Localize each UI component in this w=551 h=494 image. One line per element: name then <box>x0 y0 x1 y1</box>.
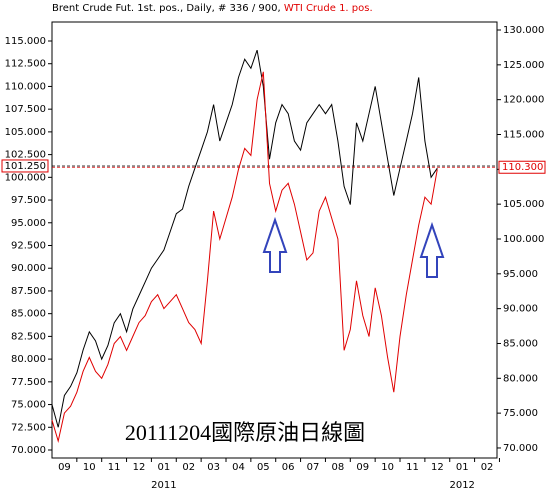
last-value-label: 110.300 <box>502 162 543 173</box>
last-value-box <box>1 159 49 173</box>
y-tick-label: 77.500 <box>11 377 46 388</box>
year-label: 2012 <box>449 480 474 491</box>
series-name: WTI Crude 1. pos. <box>284 3 373 14</box>
y-tick-label: 80.000 <box>11 354 46 365</box>
x-tick-label: 11 <box>406 462 419 473</box>
y2-tick-label: 75.000 <box>503 408 538 419</box>
y-tick-label: 75.000 <box>11 400 46 411</box>
x-tick-label: 01 <box>158 462 171 473</box>
x-tick-label: 06 <box>282 462 295 473</box>
x-tick-label: 07 <box>307 462 320 473</box>
last-value-box <box>498 160 546 174</box>
y-tick-label: 87.500 <box>11 286 46 297</box>
x-tick-label: 05 <box>257 462 270 473</box>
y-tick-label: 107.500 <box>5 104 46 115</box>
arrow <box>419 221 445 278</box>
x-tick-label: 09 <box>356 462 369 473</box>
year-label: 2011 <box>151 480 176 491</box>
y-tick-label: 85.000 <box>11 309 46 320</box>
y-tick-label: 90.000 <box>11 263 46 274</box>
y-tick-label: 70.000 <box>11 445 46 456</box>
y-tick-label: 95.000 <box>11 218 46 229</box>
y2-tick-label: 70.000 <box>503 443 538 454</box>
y2-tick-label: 120.000 <box>503 95 544 106</box>
chart-header: Brent Crude Fut. 1st. pos., Daily, # 336… <box>52 3 373 14</box>
y2-tick-label: 90.000 <box>503 304 538 315</box>
x-tick-label: 11 <box>108 462 121 473</box>
x-tick-label: 09 <box>58 462 71 473</box>
plot-frame <box>51 21 498 459</box>
y2-tick-label: 125.000 <box>503 60 544 71</box>
subtitle: , Daily, # 336 / 900, <box>180 3 284 14</box>
x-tick-label: 08 <box>332 462 345 473</box>
x-tick-label: 03 <box>207 462 220 473</box>
y-tick-label: 100.000 <box>5 172 46 183</box>
x-tick-label: 10 <box>381 462 394 473</box>
y2-tick-label: 115.000 <box>503 130 544 141</box>
x-tick-label: 02 <box>481 462 494 473</box>
y-tick-label: 105.000 <box>5 127 46 138</box>
y-tick-label: 112.500 <box>5 59 46 70</box>
series-name: Brent Crude Fut. 1st. pos. <box>52 3 180 14</box>
y2-tick-label: 105.000 <box>503 199 544 210</box>
x-tick-label: 02 <box>182 462 195 473</box>
x-tick-label: 12 <box>431 462 444 473</box>
y-tick-label: 110.000 <box>5 81 46 92</box>
x-tick-label: 10 <box>83 462 96 473</box>
x-tick-label: 04 <box>232 462 245 473</box>
series-line <box>51 71 438 443</box>
y-tick-label: 102.500 <box>5 150 46 161</box>
y2-tick-label: 130.000 <box>503 25 544 36</box>
y2-tick-label: 80.000 <box>503 373 538 384</box>
x-tick-label: 12 <box>133 462 146 473</box>
series-line <box>51 49 438 428</box>
y-tick-label: 97.500 <box>11 195 46 206</box>
y-tick-label: 92.500 <box>11 240 46 251</box>
x-tick-label: 01 <box>456 462 469 473</box>
y-tick-label: 72.500 <box>11 422 46 433</box>
y-tick-label: 82.500 <box>11 331 46 342</box>
last-value-label: 101.250 <box>5 161 46 172</box>
y2-tick-label: 85.000 <box>503 338 538 349</box>
y-tick-label: 115.000 <box>5 36 46 47</box>
arrow <box>262 216 288 273</box>
y2-tick-label: 95.000 <box>503 269 538 280</box>
annotation: 20111204國際原油日線圖 <box>125 420 365 445</box>
y2-tick-label: 100.000 <box>503 234 544 245</box>
